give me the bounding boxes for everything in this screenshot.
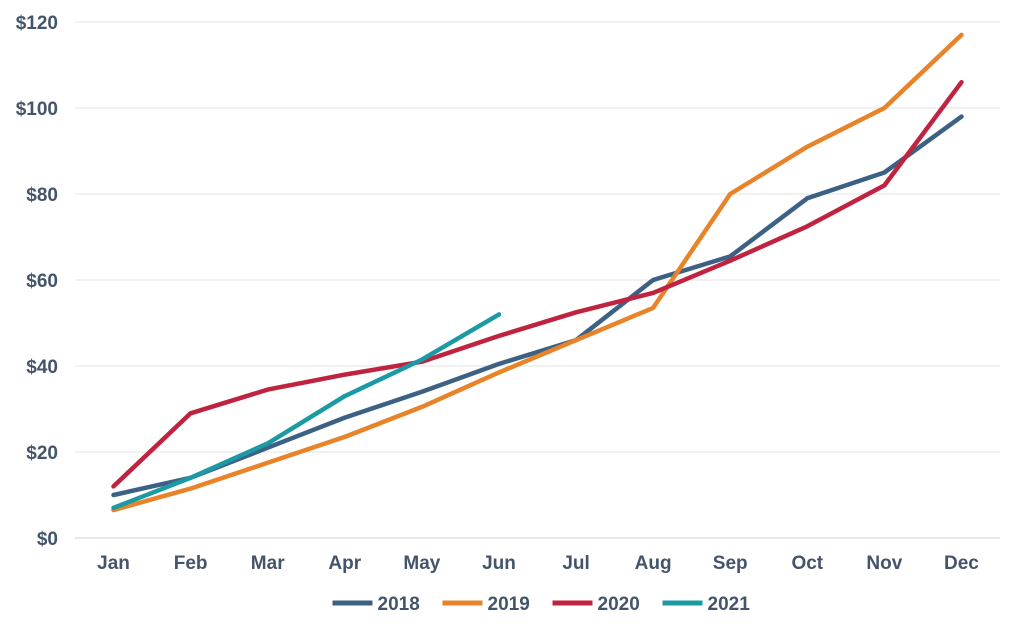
series-line-2021 xyxy=(111,312,502,511)
x-tick-label: Apr xyxy=(328,553,361,574)
gridlines xyxy=(75,21,1000,539)
series-lines xyxy=(111,32,964,513)
x-tick-label: Nov xyxy=(866,553,902,574)
x-axis: Jan Feb Mar Apr May Jun Jul Aug Sep Oct Nov Dec xyxy=(97,553,979,574)
x-tick-label: Mar xyxy=(251,553,285,574)
x-tick-label: Jul xyxy=(562,553,589,574)
x-tick-label: Jan xyxy=(97,553,130,574)
legend-label-2021: 2021 xyxy=(708,594,751,615)
y-tick-label: $80 xyxy=(26,185,58,206)
y-tick-label: $20 xyxy=(26,443,58,464)
y-tick-label: $100 xyxy=(16,99,58,120)
legend: 2018 2019 2020 2021 xyxy=(332,594,751,615)
x-tick-label: Feb xyxy=(174,553,208,574)
x-tick-label: Aug xyxy=(635,553,672,574)
series-line-2019 xyxy=(111,32,964,513)
y-tick-label: $60 xyxy=(26,271,58,292)
x-tick-label: Oct xyxy=(791,553,823,574)
legend-label-2020: 2020 xyxy=(598,594,640,615)
x-tick-label: Jun xyxy=(482,553,516,574)
y-tick-label: $40 xyxy=(26,357,58,378)
y-tick-label: $120 xyxy=(16,13,58,34)
legend-label-2019: 2019 xyxy=(488,594,530,615)
x-tick-label: May xyxy=(403,553,440,574)
y-tick-label: $0 xyxy=(37,529,58,550)
x-tick-label: Sep xyxy=(713,553,748,574)
x-tick-label: Dec xyxy=(944,553,979,574)
legend-label-2018: 2018 xyxy=(378,594,420,615)
series-line-2020 xyxy=(111,79,964,489)
y-axis: $0 $20 $40 $60 $80 $100 $120 xyxy=(16,13,58,550)
series-line-2018 xyxy=(111,114,964,498)
